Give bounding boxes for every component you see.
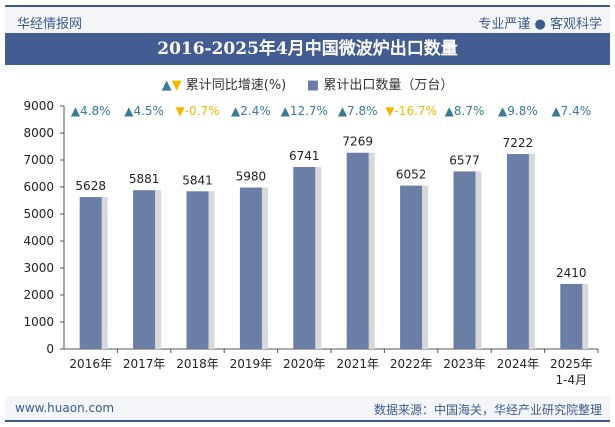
x-tick-label: 2025年 xyxy=(550,357,593,371)
y-tick-label: 4000 xyxy=(23,234,54,248)
bar xyxy=(400,185,423,349)
x-tick-label: 2019年 xyxy=(230,357,273,371)
bar-shadow xyxy=(368,152,375,349)
x-tick-label: 2018年 xyxy=(176,357,219,371)
bar xyxy=(506,154,529,349)
y-tick-label: 1000 xyxy=(23,315,54,329)
x-tick-label: 2016年 xyxy=(69,357,112,371)
footer: www.huaon.com 数据来源：中国海关，华经产业研究院整理 xyxy=(5,396,610,420)
growth-label: ▲7.4% xyxy=(551,104,591,118)
growth-label: ▲12.7% xyxy=(281,104,328,118)
y-tick-label: 5000 xyxy=(23,207,54,221)
bar-shadow xyxy=(582,283,589,349)
brand-logo: 华经情报网 xyxy=(17,17,83,32)
bar xyxy=(560,283,583,349)
website: www.huaon.com xyxy=(15,401,115,415)
bar-shadow xyxy=(475,171,482,349)
bar-value-label: 7269 xyxy=(342,135,373,149)
x-tick-label: 2023年 xyxy=(443,357,486,371)
y-tick-label: 0 xyxy=(46,342,54,356)
bottom-border xyxy=(5,420,610,422)
bar-value-label: 6052 xyxy=(396,168,427,182)
x-tick-label: 2020年 xyxy=(283,357,326,371)
legend-growth: 累计同比增速(%) xyxy=(185,78,287,93)
growth-label: ▲9.8% xyxy=(498,104,538,118)
x-tick-label: 2017年 xyxy=(123,357,166,371)
bar-shadow xyxy=(101,197,108,349)
bar xyxy=(239,187,262,349)
bar-value-label: 6741 xyxy=(289,149,320,163)
top-border xyxy=(5,5,610,7)
bar xyxy=(293,166,316,349)
bar-shadow xyxy=(422,185,429,349)
bar-shadow xyxy=(208,191,215,349)
x-tick-label: 2021年 xyxy=(336,357,379,371)
bar xyxy=(453,171,476,349)
bar-value-label: 6577 xyxy=(449,153,480,167)
legend-triangle-icon: ▲ xyxy=(161,78,172,93)
growth-label: ▼-16.7% xyxy=(385,104,437,118)
growth-label: ▲7.8% xyxy=(338,104,378,118)
bar-value-label: 5881 xyxy=(129,172,160,186)
x-tick-label: 2022年 xyxy=(390,357,433,371)
legend-quantity: 累计出口数量（万台） xyxy=(323,78,454,93)
bar xyxy=(346,152,369,349)
header: 华经情报网 专业严谨 ● 客观科学 xyxy=(5,7,610,33)
bar-value-label: 5841 xyxy=(182,173,213,187)
y-tick-label: 7000 xyxy=(23,153,54,167)
y-tick-label: 8000 xyxy=(23,126,54,140)
bar-value-label: 2410 xyxy=(556,266,587,280)
bar-value-label: 5980 xyxy=(236,170,267,184)
data-source: 数据来源：中国海关，华经产业研究院整理 xyxy=(373,403,602,417)
growth-label: ▲4.8% xyxy=(71,104,111,118)
y-tick-label: 2000 xyxy=(23,288,54,302)
growth-label: ▼-0.7% xyxy=(175,104,219,118)
bar-shadow xyxy=(315,166,322,349)
chart-title: 2016-2025年4月中国微波炉出口数量 xyxy=(5,33,610,65)
growth-label: ▲2.4% xyxy=(231,104,271,118)
bar xyxy=(186,191,209,349)
legend: ▲▼ 累计同比增速(%) ■ 累计出口数量（万台） xyxy=(0,74,615,93)
bar-value-label: 5628 xyxy=(75,179,106,193)
legend-square-icon: ■ xyxy=(306,78,320,93)
bar xyxy=(79,197,102,349)
y-tick-label: 9000 xyxy=(23,99,54,113)
bar xyxy=(133,190,156,349)
y-tick-label: 6000 xyxy=(23,180,54,194)
growth-label: ▲4.5% xyxy=(124,104,164,118)
bar-value-label: 7222 xyxy=(503,136,534,150)
bar-shadow xyxy=(528,154,535,349)
bar-shadow xyxy=(261,187,268,349)
y-tick-label: 3000 xyxy=(23,261,54,275)
x-tick-label: 1-4月 xyxy=(555,373,587,387)
legend-triangle-down-icon: ▼ xyxy=(171,78,182,93)
bar-shadow xyxy=(155,190,162,349)
growth-label: ▲8.7% xyxy=(445,104,485,118)
slogan: 专业严谨 ● 客观科学 xyxy=(478,17,602,32)
x-tick-label: 2024年 xyxy=(497,357,540,371)
